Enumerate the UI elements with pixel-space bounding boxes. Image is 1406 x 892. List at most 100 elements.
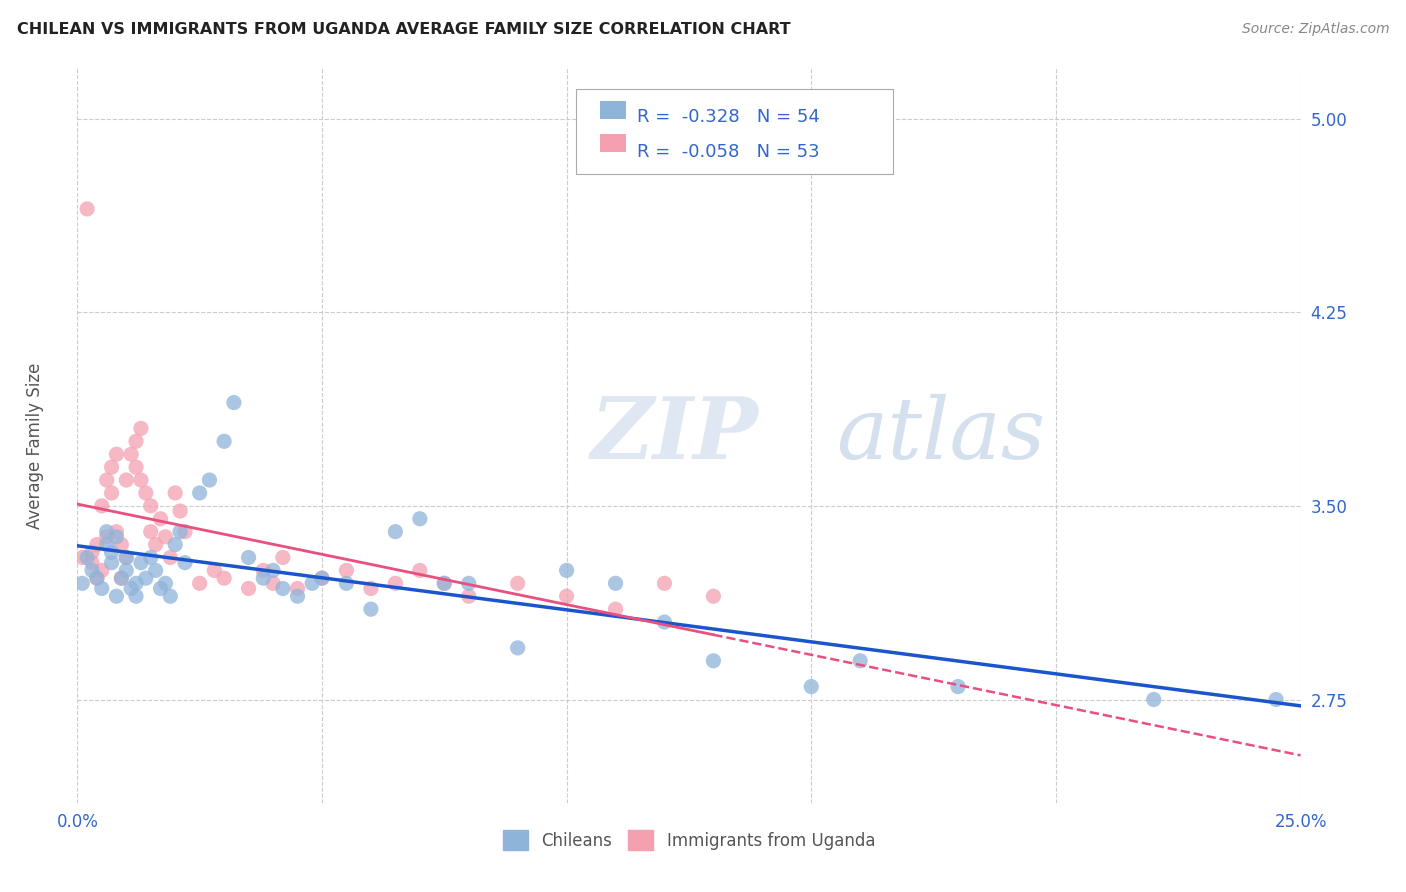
Point [654,615,676,629]
Point [946,680,969,694]
Point [115,473,138,487]
Point [125,589,148,603]
Point [262,576,284,591]
Text: Source: ZipAtlas.com: Source: ZipAtlas.com [1241,22,1389,37]
Point [100,545,122,559]
Point [135,486,157,500]
Point [188,576,211,591]
Point [335,563,357,577]
Point [409,512,432,526]
Point [188,486,211,500]
Point [252,571,274,585]
Point [169,504,191,518]
Point [555,589,578,603]
Point [129,473,152,487]
Point [86,538,108,552]
Point [457,576,479,591]
Point [384,524,406,539]
Point [90,563,112,577]
Point [149,582,172,596]
Point [96,538,118,552]
Point [100,556,122,570]
Text: ZIP: ZIP [591,393,759,476]
Point [262,563,284,577]
Point [654,576,676,591]
Point [110,571,132,585]
Point [115,550,138,565]
Point [139,550,162,565]
Text: Average Family Size: Average Family Size [27,363,44,529]
Point [100,460,122,475]
Point [360,582,382,596]
Point [129,421,152,435]
Point [105,530,128,544]
Point [139,499,162,513]
Point [311,571,333,585]
Point [506,640,529,655]
Point [222,395,245,409]
Point [165,486,187,500]
Point [125,576,148,591]
Point [238,582,260,596]
Point [287,582,309,596]
Point [287,589,309,603]
Point [849,654,872,668]
Text: R =  -0.058   N = 53: R = -0.058 N = 53 [637,143,820,161]
Point [115,550,138,565]
Text: atlas: atlas [835,393,1045,476]
Point [115,563,138,577]
Point [80,556,103,570]
Point [702,654,724,668]
Point [105,524,128,539]
Point [702,589,724,603]
Point [301,576,323,591]
Point [125,434,148,449]
Point [155,576,177,591]
Point [105,447,128,461]
Legend: Chileans, Immigrants from Uganda: Chileans, Immigrants from Uganda [496,823,882,857]
Point [212,571,235,585]
Point [555,563,578,577]
Point [1265,692,1288,706]
Point [145,538,167,552]
Point [129,556,152,570]
Point [120,582,142,596]
Point [70,550,93,565]
Point [238,550,260,565]
Point [96,524,118,539]
Point [125,460,148,475]
Point [800,680,823,694]
Point [202,563,225,577]
Point [271,582,294,596]
Point [159,589,181,603]
Point [360,602,382,616]
Point [86,571,108,585]
Point [271,550,294,565]
Text: CHILEAN VS IMMIGRANTS FROM UGANDA AVERAGE FAMILY SIZE CORRELATION CHART: CHILEAN VS IMMIGRANTS FROM UGANDA AVERAG… [17,22,790,37]
Point [110,538,132,552]
Point [159,550,181,565]
Point [605,576,627,591]
Point [433,576,456,591]
Point [80,545,103,559]
Point [90,582,112,596]
Point [149,512,172,526]
Point [90,499,112,513]
Point [145,563,167,577]
Point [139,524,162,539]
Point [165,538,187,552]
Point [70,576,93,591]
Point [409,563,432,577]
Point [212,434,235,449]
Point [86,571,108,585]
Point [169,524,191,539]
Point [433,576,456,591]
Point [335,576,357,591]
Text: R =  -0.328   N = 54: R = -0.328 N = 54 [637,108,820,126]
Point [174,524,197,539]
Point [135,571,157,585]
Point [506,576,529,591]
Point [155,530,177,544]
Point [1143,692,1166,706]
Point [174,556,197,570]
